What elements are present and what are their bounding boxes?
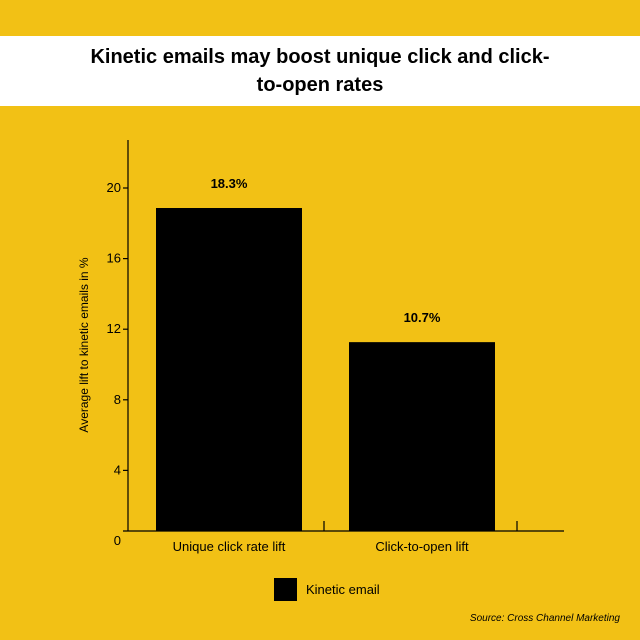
x-tick-label-1: Click-to-open lift <box>375 539 469 554</box>
data-label-1: 10.7% <box>404 310 441 325</box>
y-tick-label-12: 12 <box>107 321 121 336</box>
chart-title: Kinetic emails may boost unique click an… <box>90 46 550 96</box>
y-tick-label-16: 16 <box>107 251 121 266</box>
x-tick-label-0: Unique click rate lift <box>173 539 286 554</box>
title-band: Kinetic emails may boost unique click an… <box>0 36 640 106</box>
bars: 18.3% 10.7% <box>156 176 495 531</box>
y-tick-label-4: 4 <box>114 462 121 477</box>
y-tick-label-20: 20 <box>107 180 121 195</box>
bar-1 <box>349 342 495 531</box>
y-axis-label: Average lift to kinetic emails in % <box>77 257 91 433</box>
source-note: Source: Cross Channel Marketing <box>469 613 620 624</box>
y-tick-label-0: 0 <box>114 533 121 548</box>
y-axis: 0 4 8 12 16 20 <box>107 140 129 548</box>
y-tick-label-8: 8 <box>114 392 121 407</box>
bar-0 <box>156 208 302 531</box>
legend-label: Kinetic email <box>306 582 380 597</box>
legend-swatch <box>274 578 297 601</box>
data-label-0: 18.3% <box>211 176 248 191</box>
legend: Kinetic email <box>274 578 380 601</box>
